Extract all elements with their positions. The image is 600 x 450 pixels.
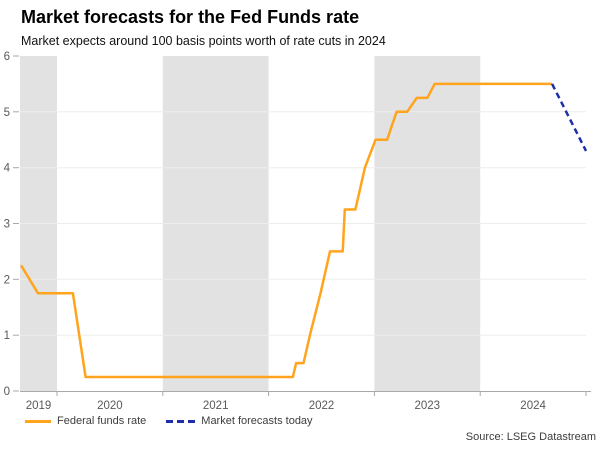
x-tick-label: 2021 <box>203 400 229 412</box>
x-tick-label: 2020 <box>97 400 123 412</box>
forecast-dashed-line-icon <box>166 419 196 423</box>
y-tick-label: 1 <box>4 330 10 342</box>
y-tick-label: 2 <box>4 274 10 286</box>
legend-label-market-forecasts: Market forecasts today <box>201 415 313 427</box>
x-tick-label: 2019 <box>26 400 52 412</box>
y-tick-label: 5 <box>4 107 10 119</box>
federal-funds-rate-line <box>20 82 553 379</box>
y-tick-label: 0 <box>4 386 10 398</box>
legend-item-market-forecasts: Market forecasts today <box>166 415 313 427</box>
chart-subtitle: Market expects around 100 basis points w… <box>21 34 386 48</box>
y-tick-label: 6 <box>4 51 10 63</box>
x-tick-label: 2022 <box>309 400 335 412</box>
y-tick-label: 3 <box>4 219 10 231</box>
y-tick-label: 4 <box>4 163 11 175</box>
legend-item-federal-funds-rate: Federal funds rate <box>25 415 146 427</box>
federal-funds-line-icon <box>25 419 51 423</box>
chart-title: Market forecasts for the Fed Funds rate <box>21 7 360 27</box>
market-forecast-line <box>550 83 588 152</box>
source-attribution: Source: LSEG Datastream <box>465 431 596 443</box>
x-tick-label: 2024 <box>520 400 546 412</box>
legend-label-federal-funds-rate: Federal funds rate <box>57 415 147 427</box>
x-tick-label: 2023 <box>415 400 441 412</box>
legend: Federal funds rate Market forecasts toda… <box>25 415 313 427</box>
